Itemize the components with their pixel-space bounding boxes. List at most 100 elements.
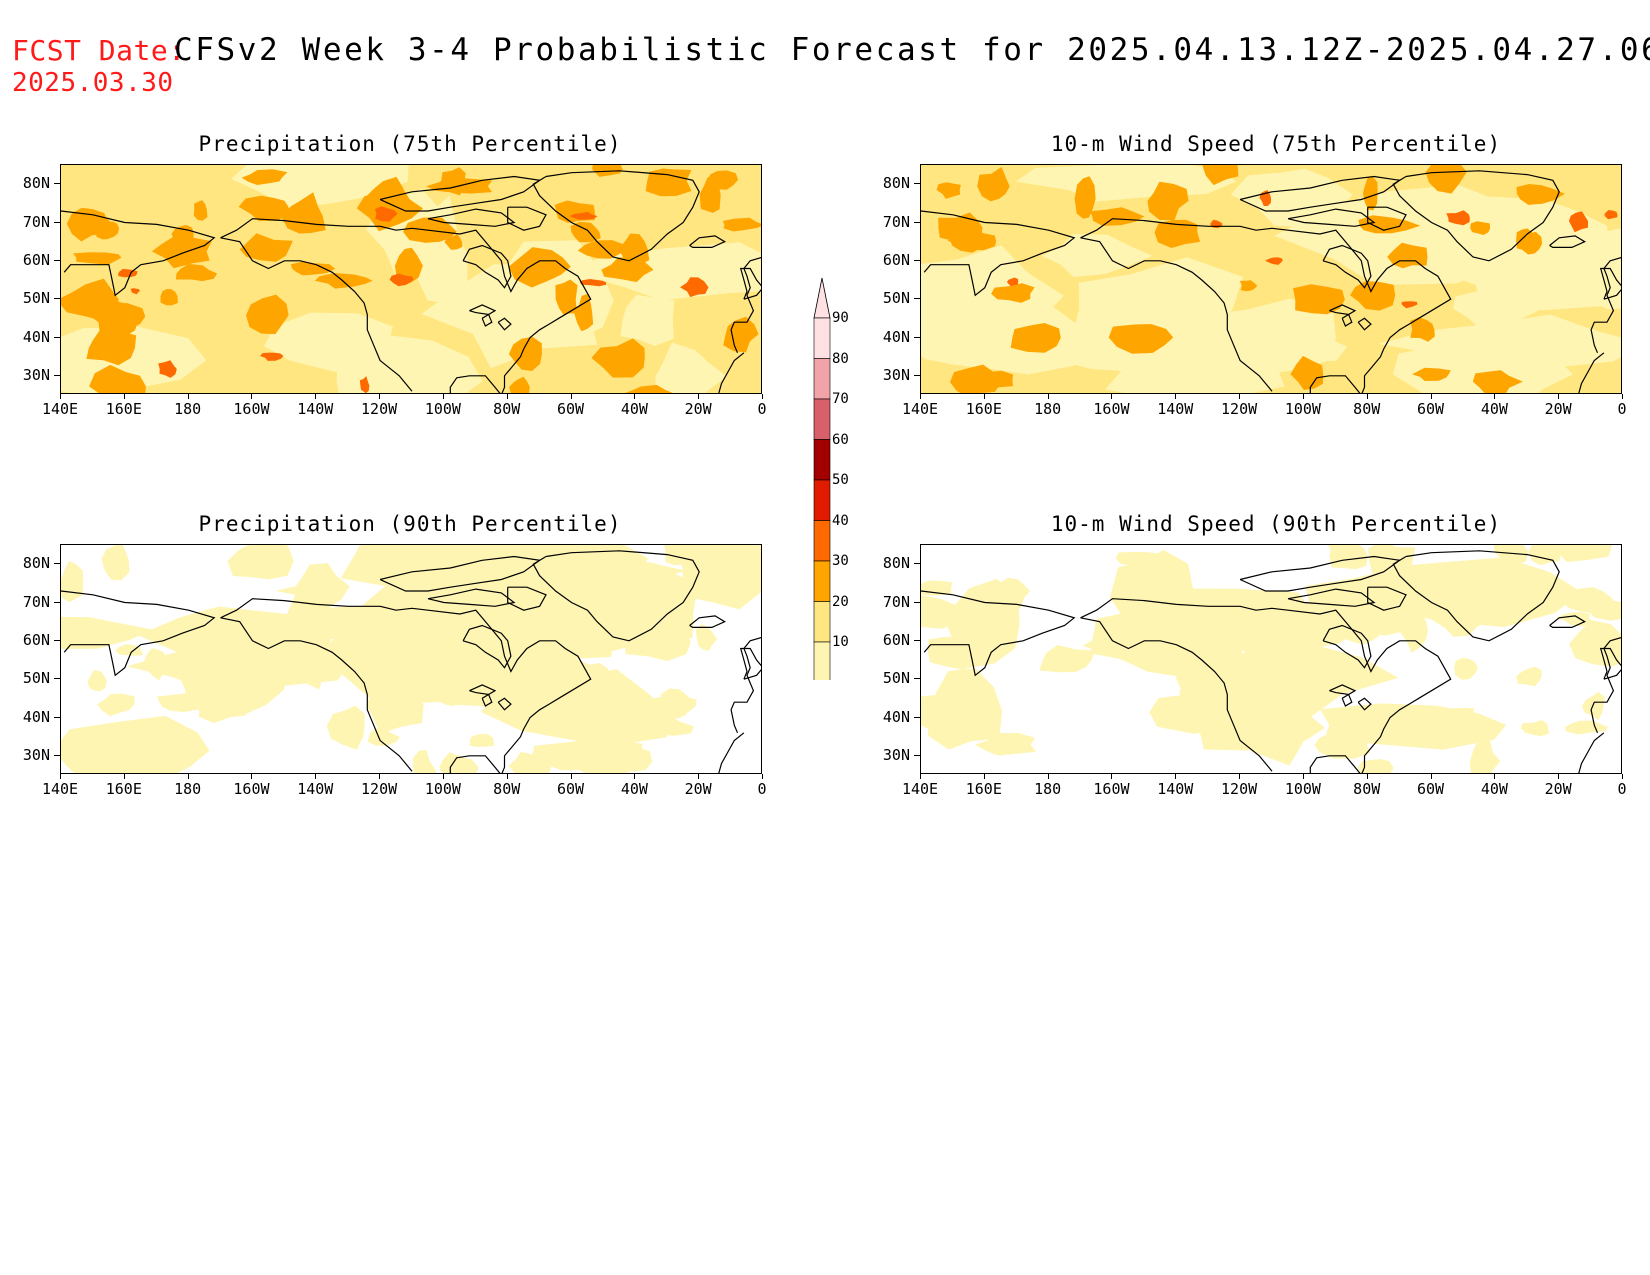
latitude-tick-label: 60N: [882, 630, 910, 649]
longitude-tick-label: 140E: [901, 400, 939, 418]
coastline: [427, 208, 516, 227]
longitude-tick: [1494, 774, 1496, 779]
probability-contour-region: [975, 733, 1036, 756]
longitude-tick-label: 60W: [1416, 780, 1445, 798]
longitude-tick: [1302, 774, 1304, 779]
latitude-tick: [54, 336, 60, 338]
latitude-tick-label: 60N: [22, 630, 50, 649]
coastline: [1357, 317, 1372, 331]
panel-title: 10-m Wind Speed (75th Percentile): [1050, 132, 1502, 156]
probability-contour-region: [594, 745, 653, 773]
probability-contour-region: [1430, 599, 1490, 637]
coastline: [1287, 208, 1376, 227]
probability-contour-region: [1472, 370, 1523, 393]
longitude-tick: [570, 774, 572, 779]
probability-contour-region: [1568, 211, 1588, 233]
probability-contour-region: [1202, 165, 1239, 186]
coastline: [1329, 684, 1357, 696]
coastline: [1329, 304, 1357, 316]
probability-contour-region: [565, 242, 761, 301]
longitude-tick: [1366, 774, 1368, 779]
probability-contour-region: [61, 616, 154, 649]
colorbar-segment: [813, 358, 831, 400]
latitude-tick: [914, 259, 920, 261]
longitude-tick-label: 80W: [493, 400, 521, 418]
longitude-tick: [634, 394, 636, 399]
longitude-tick-label: 20W: [684, 400, 712, 418]
coastline: [481, 693, 493, 707]
longitude-tick: [1239, 774, 1241, 779]
latitude-tick: [914, 754, 920, 756]
probability-contour-region: [1362, 177, 1378, 211]
probability-contour-region: [143, 648, 165, 681]
longitude-tick-label: 160W: [233, 400, 270, 418]
coastline: [718, 732, 745, 773]
coastline: [718, 352, 745, 393]
longitude-tick: [442, 394, 444, 399]
coastline: [1080, 598, 1452, 773]
coastline: [1287, 588, 1376, 607]
probability-contour-region: [1368, 545, 1416, 585]
latitude-tick-label: 80N: [882, 554, 910, 573]
colorbar-level-label: 40: [832, 512, 849, 529]
probability-contour-region: [1241, 713, 1273, 741]
probability-contour-region: [1516, 228, 1534, 251]
map-area: [920, 544, 1622, 774]
probability-contour-region: [577, 240, 625, 259]
probability-contour-region: [991, 283, 1035, 303]
longitude-tick: [123, 774, 125, 779]
longitude-tick: [1366, 394, 1368, 399]
colorbar-legend: 90 80 70 60 50 40 30 20 10: [806, 270, 886, 723]
latitude-tick-label: 70N: [882, 592, 910, 611]
latitude-tick: [914, 221, 920, 223]
colorbar-segment: [813, 520, 831, 562]
colorbar-segment: [813, 398, 831, 440]
precip90-map-svg: [61, 545, 761, 773]
probability-contour-region: [508, 751, 552, 773]
longitude-tick: [251, 774, 253, 779]
longitude-tick-label: 0: [1617, 400, 1627, 418]
probability-contour-region: [193, 200, 208, 221]
probability-contour-region: [437, 670, 465, 707]
latitude-tick-label: 30N: [22, 365, 50, 384]
latitude-tick-label: 80N: [882, 174, 910, 193]
longitude-tick-label: 140W: [1157, 780, 1194, 798]
probability-contour-region: [625, 384, 673, 393]
probability-contour-region: [1179, 684, 1204, 720]
coastline: [921, 590, 1076, 677]
longitude-tick-label: 20W: [1544, 400, 1572, 418]
longitude-tick: [570, 394, 572, 399]
longitude-tick-label: 40W: [620, 400, 648, 418]
probability-contour-region: [241, 169, 288, 185]
longitude-tick-label: 0: [757, 400, 767, 418]
latitude-tick: [54, 298, 60, 300]
colorbar-segment: [813, 317, 831, 359]
longitude-tick-label: 40W: [620, 780, 648, 798]
map-area: [60, 544, 762, 774]
coastline: [1392, 550, 1560, 642]
probability-contour-region: [160, 289, 178, 306]
longitude-tick: [1622, 774, 1623, 779]
longitude-tick: [379, 774, 381, 779]
probability-contour-region: [336, 334, 483, 393]
longitude-tick: [1175, 394, 1177, 399]
longitude-tick: [123, 394, 125, 399]
probability-contour-region: [1270, 591, 1288, 608]
probability-contour-region: [600, 716, 634, 740]
longitude-tick: [442, 774, 444, 779]
longitude-tick-label: 40W: [1480, 400, 1508, 418]
coastline: [1599, 267, 1621, 300]
longitude-tick-label: 160E: [965, 400, 1002, 418]
probability-contour-region: [359, 376, 370, 393]
probability-contour-region: [1399, 612, 1429, 653]
coastline: [469, 684, 497, 696]
probability-contour-region: [95, 217, 114, 240]
figure-title: CFSv2 Week 3-4 Probabilistic Forecast fo…: [174, 32, 1650, 68]
longitude-tick: [698, 394, 700, 399]
probability-contour-region: [601, 256, 654, 283]
coastline: [1322, 624, 1372, 669]
coastline: [61, 210, 216, 297]
probability-contour-region: [663, 545, 695, 566]
coastline: [449, 755, 501, 773]
probability-contour-region: [993, 577, 1030, 609]
